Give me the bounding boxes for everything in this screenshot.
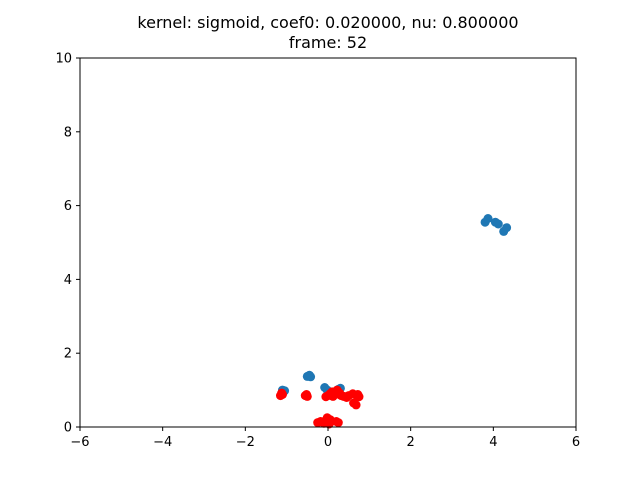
x-tick-label-2: −2 <box>236 435 255 450</box>
y-tick-label-2: 4 <box>64 273 72 288</box>
y-tick-label-3: 6 <box>64 199 72 214</box>
x-tick-label-1: −4 <box>153 435 172 450</box>
point-s1-32 <box>324 419 334 429</box>
point-s0-1 <box>483 214 493 223</box>
x-tick-label-4: 2 <box>407 435 415 450</box>
point-s0-8 <box>304 370 314 380</box>
point-s0-3 <box>493 219 503 229</box>
chart-title-line2: frame: 52 <box>289 33 367 52</box>
y-tick-label-4: 8 <box>64 125 72 140</box>
point-s1-2 <box>278 390 287 399</box>
point-s0-5 <box>502 223 512 233</box>
x-axis: −6 −4 −2 0 2 4 6 <box>70 427 580 450</box>
point-s1-23 <box>353 390 363 399</box>
point-s1-34 <box>333 418 343 428</box>
chart-title-line1: kernel: sigmoid, coef0: 0.020000, nu: 0.… <box>137 13 518 32</box>
y-tick-label-5: 10 <box>55 52 72 67</box>
y-axis: 0 2 4 6 8 10 <box>55 52 80 436</box>
data-points <box>276 214 512 429</box>
y-tick-label-1: 2 <box>64 347 72 362</box>
point-s1-5 <box>302 391 312 401</box>
point-s1-20 <box>351 400 361 410</box>
x-tick-label-0: −6 <box>70 435 89 450</box>
x-tick-label-3: 0 <box>324 435 332 450</box>
y-tick-label-0: 0 <box>64 421 72 436</box>
x-tick-label-5: 4 <box>489 435 497 450</box>
x-tick-label-6: 6 <box>572 435 580 450</box>
plot-frame <box>79 57 577 428</box>
